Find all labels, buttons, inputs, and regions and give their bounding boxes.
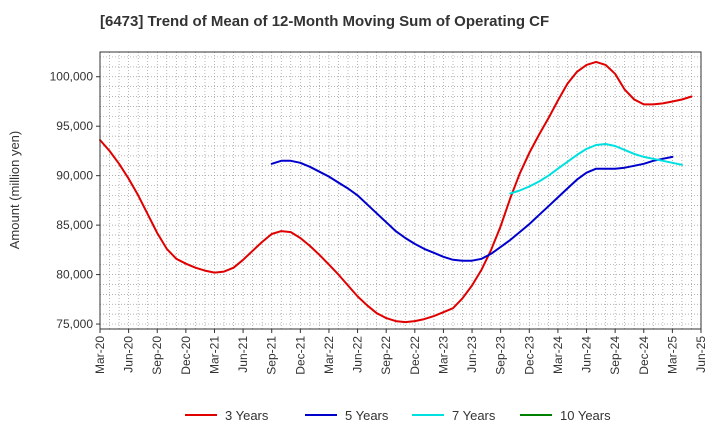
series-line-7-years: [509, 143, 683, 195]
x-tick-label: Dec-24: [637, 336, 651, 375]
x-tick-label: Mar-21: [207, 336, 221, 374]
y-tick-label: 90,000: [56, 169, 93, 183]
y-tick-label: 85,000: [56, 218, 93, 232]
legend-label: 10 Years: [560, 408, 611, 423]
grid: [100, 52, 701, 329]
x-tick-label: Dec-23: [522, 336, 536, 375]
x-tick-label: Jun-24: [580, 336, 594, 373]
x-tick-label: Jun-22: [351, 336, 365, 373]
y-tick-label: 80,000: [56, 268, 93, 282]
x-tick-label: Sep-23: [494, 336, 508, 375]
y-tick-label: 95,000: [56, 119, 93, 133]
plot-background: [100, 52, 701, 329]
legend-label: 7 Years: [452, 408, 496, 423]
y-axis-label: Amount (million yen): [7, 131, 22, 250]
x-tick-label: Sep-21: [265, 336, 279, 375]
legend-label: 5 Years: [345, 408, 389, 423]
x-tick-label: Jun-25: [694, 336, 708, 373]
x-tick-label: Sep-22: [379, 336, 393, 375]
y-tick-label: 75,000: [56, 317, 93, 331]
x-tick-label: Dec-21: [293, 336, 307, 375]
x-tick-label: Mar-24: [551, 336, 565, 374]
x-tick-label: Jun-23: [465, 336, 479, 373]
x-tick-label: Jun-20: [122, 336, 136, 373]
x-tick-label: Mar-20: [93, 336, 107, 374]
series-line-5-years: [270, 155, 674, 262]
y-axis-ticks: 75,000 80,000 85,000 90,000 95,000 100,000: [50, 70, 100, 331]
x-tick-label: Dec-20: [179, 336, 193, 375]
x-tick-label: Dec-22: [408, 336, 422, 375]
series-line-3-years: [99, 60, 693, 324]
y-tick-label: 100,000: [50, 70, 94, 84]
plot-frame: [99, 51, 702, 330]
x-tick-label: Mar-23: [436, 336, 450, 374]
x-tick-label: Jun-21: [236, 336, 250, 373]
x-tick-label: Mar-25: [665, 336, 679, 374]
chart-title: [6473] Trend of Mean of 12-Month Moving …: [100, 13, 549, 30]
x-tick-label: Sep-24: [608, 336, 622, 375]
legend: 3 Years 5 Years 7 Years 10 Years: [185, 408, 611, 423]
legend-label: 3 Years: [225, 408, 269, 423]
x-tick-label: Sep-20: [150, 336, 164, 375]
x-axis-ticks: Mar-20 Jun-20 Sep-20 Dec-20 Mar-21 Jun-21 Sep-…: [93, 329, 708, 375]
x-tick-label: Mar-22: [322, 336, 336, 374]
series-lines: [99, 60, 693, 324]
